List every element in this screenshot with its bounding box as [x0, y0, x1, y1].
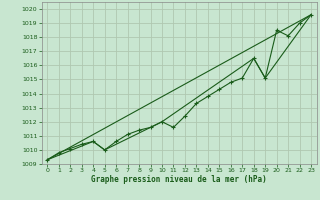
X-axis label: Graphe pression niveau de la mer (hPa): Graphe pression niveau de la mer (hPa) — [91, 175, 267, 184]
